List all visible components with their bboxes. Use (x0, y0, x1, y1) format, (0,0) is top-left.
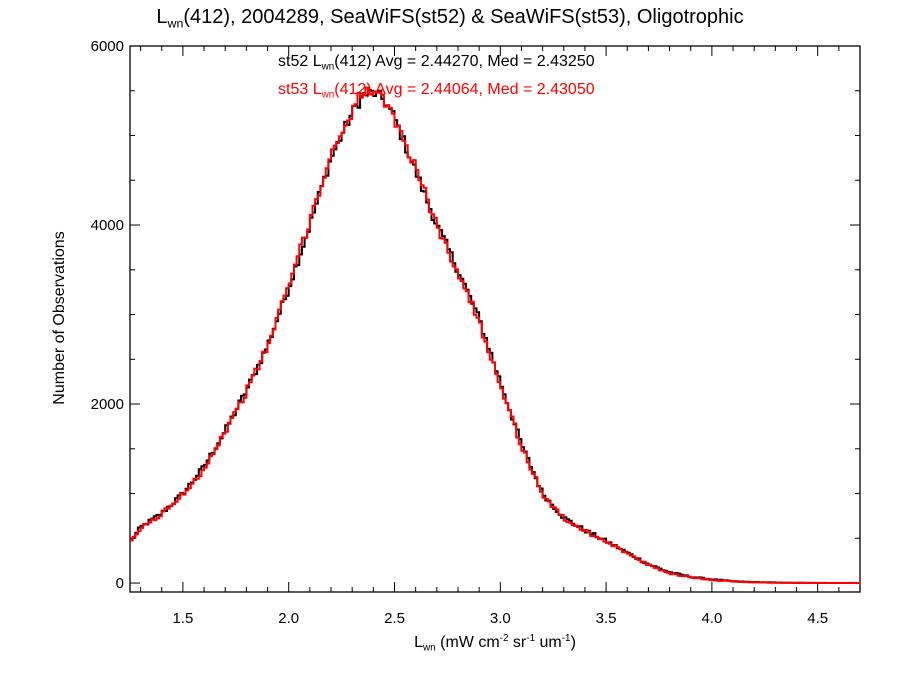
series-st52-line (130, 88, 860, 584)
plot-frame (129, 45, 861, 593)
x-axis-label: Lwn (mW cm-2 sr-1 um-1) (414, 633, 576, 654)
axis-ticks (130, 45, 861, 592)
y-tick-label: 0 (116, 575, 124, 592)
x-tick-label: 4.5 (807, 610, 828, 627)
x-tick-label: 1.5 (172, 610, 193, 627)
axis-tick-labels: 1.5 2.0 2.5 3.0 3.5 4.0 4.5 0 2000 4000 6000 (91, 38, 828, 627)
y-tick-label: 2000 (91, 396, 124, 413)
series-st53-line (130, 86, 860, 584)
annotation-st52: st52 Lwn(412) Avg = 2.44270, Med = 2.432… (278, 53, 595, 73)
y-tick-label: 6000 (91, 38, 124, 55)
annotation-st53: st53 Lwn(412) Avg = 2.44064, Med = 2.430… (278, 81, 595, 101)
chart-title: Lwn(412), 2004289, SeaWiFS(st52) & SeaWi… (156, 6, 744, 31)
x-tick-label: 4.0 (701, 610, 722, 627)
x-tick-label: 3.0 (490, 610, 511, 627)
x-tick-label: 2.5 (384, 610, 405, 627)
x-tick-label: 3.5 (596, 610, 617, 627)
y-tick-label: 4000 (91, 217, 124, 234)
x-tick-label: 2.0 (278, 610, 299, 627)
series-group (130, 86, 860, 584)
